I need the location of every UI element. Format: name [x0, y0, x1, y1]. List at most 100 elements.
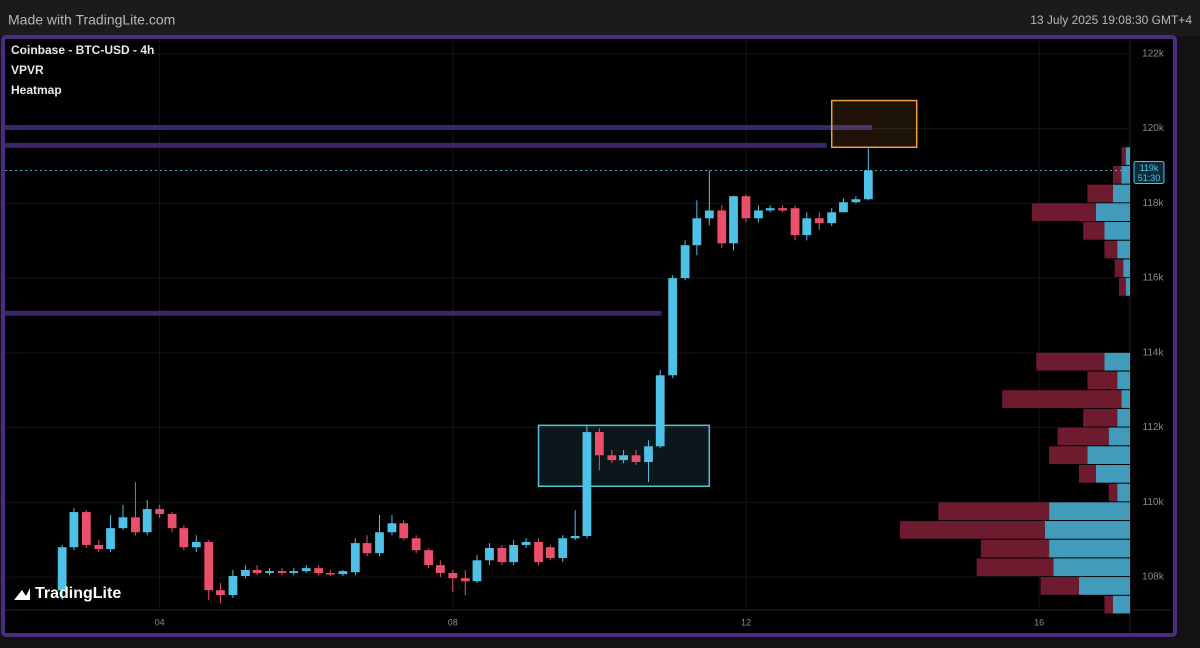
- candle-body: [839, 202, 848, 213]
- candle-body: [607, 455, 617, 461]
- vp-buy: [1104, 352, 1130, 371]
- chart-title: Coinbase - BTC-USD - 4h: [11, 43, 154, 57]
- candle-body: [802, 218, 812, 236]
- price-tag: [1133, 160, 1165, 184]
- candle-body: [326, 572, 335, 575]
- y-tick-label: 116k: [1143, 273, 1165, 284]
- candle-body: [424, 550, 434, 566]
- candle-body: [277, 571, 287, 573]
- candle-body: [534, 541, 543, 563]
- vp-sell: [1104, 595, 1113, 614]
- y-tick-label: 110k: [1143, 497, 1165, 508]
- indicator: VPVR: [11, 63, 44, 77]
- candle-body: [94, 544, 104, 550]
- y-tick-label: 120k: [1142, 123, 1165, 134]
- vp-buy: [1125, 278, 1130, 296]
- candle-body: [118, 517, 128, 529]
- zone: [830, 99, 918, 149]
- candle-body: [644, 446, 653, 462]
- countdown: 51:30: [1138, 173, 1161, 183]
- vp-buy: [1095, 203, 1130, 222]
- vp-sell: [900, 521, 1045, 539]
- candle-body: [668, 278, 678, 376]
- price-tag-label: 119k: [1140, 163, 1159, 173]
- y-tick-label: 112k: [1143, 422, 1165, 433]
- vp-sell: [1078, 464, 1096, 483]
- candle-body: [851, 199, 861, 203]
- candle-body: [460, 578, 470, 582]
- x-tick-label: 04: [155, 617, 165, 627]
- indicator: Heatmap: [11, 83, 62, 97]
- vp-buy: [1044, 521, 1130, 539]
- candle-body: [155, 509, 165, 514]
- y-tick-label: 108k: [1142, 572, 1165, 583]
- candle-body: [338, 571, 348, 575]
- candle-body: [448, 572, 458, 579]
- candle-body: [411, 538, 421, 551]
- candle-body: [680, 245, 690, 279]
- watermark: TradingLite: [35, 585, 121, 602]
- vp-buy: [1125, 147, 1130, 165]
- candle-body: [289, 571, 299, 573]
- candle-body: [631, 455, 641, 462]
- vp-buy: [1078, 577, 1130, 595]
- vp-sell: [1002, 390, 1122, 408]
- y-tick-label: 114k: [1143, 347, 1165, 358]
- candle-body: [582, 432, 592, 536]
- vp-buy: [1087, 446, 1130, 464]
- candle-body: [301, 568, 311, 572]
- candle-body: [692, 218, 702, 246]
- vp-buy: [1117, 408, 1130, 427]
- candle-body: [485, 547, 494, 561]
- candle-body: [314, 568, 324, 573]
- candle-body: [142, 509, 152, 533]
- candle-body: [131, 517, 140, 533]
- y-tick-label: 122k: [1142, 48, 1165, 59]
- candle-body: [167, 513, 177, 529]
- candle-body: [265, 571, 274, 573]
- candle-body: [594, 432, 604, 456]
- vp-buy: [1117, 483, 1130, 502]
- candle-body: [106, 528, 115, 550]
- vp-sell: [1104, 240, 1118, 259]
- candle-body: [521, 541, 531, 545]
- candle-body: [228, 575, 238, 596]
- brand: Made with TradingLite.com: [8, 12, 175, 28]
- candle-body: [240, 570, 250, 576]
- candle-body: [754, 210, 763, 219]
- candle-body: [765, 208, 775, 211]
- candle-body: [472, 560, 482, 582]
- x-tick-label: 16: [1034, 617, 1044, 627]
- candle-body: [778, 208, 788, 211]
- candle-body: [558, 538, 568, 559]
- vp-buy: [1095, 464, 1130, 483]
- candle-body: [69, 512, 79, 548]
- candle-body: [399, 523, 409, 539]
- candle-body: [790, 208, 800, 236]
- vp-sell: [1049, 446, 1088, 464]
- vp-buy: [1121, 165, 1130, 184]
- vp-sell: [1087, 371, 1118, 390]
- candle-body: [814, 218, 824, 224]
- vp-buy: [1112, 184, 1130, 203]
- plot: 108k 110k 112k 114k 116k 118k 120k 122k 04 08 12 16…: [5, 40, 1173, 633]
- candle-body: [729, 196, 738, 244]
- candle-body: [179, 528, 189, 548]
- vp-buy: [1112, 595, 1130, 614]
- candle-body: [717, 210, 727, 244]
- candle-body: [204, 541, 214, 591]
- vp-sell: [1087, 184, 1113, 203]
- candle-body: [570, 535, 580, 539]
- vp-sell: [1036, 352, 1105, 371]
- frame: [1, 35, 1177, 637]
- x-tick-label: 12: [741, 617, 751, 627]
- candle-body: [375, 532, 384, 554]
- vp-sell: [938, 502, 1050, 521]
- timestamp: 13 July 2025 19:08:30 GMT+4: [1030, 13, 1192, 27]
- vp-buy: [1123, 259, 1130, 278]
- vp-sell: [1112, 165, 1122, 184]
- vp-sell: [1118, 278, 1126, 296]
- candle-body: [191, 541, 201, 548]
- candle-body: [509, 544, 519, 563]
